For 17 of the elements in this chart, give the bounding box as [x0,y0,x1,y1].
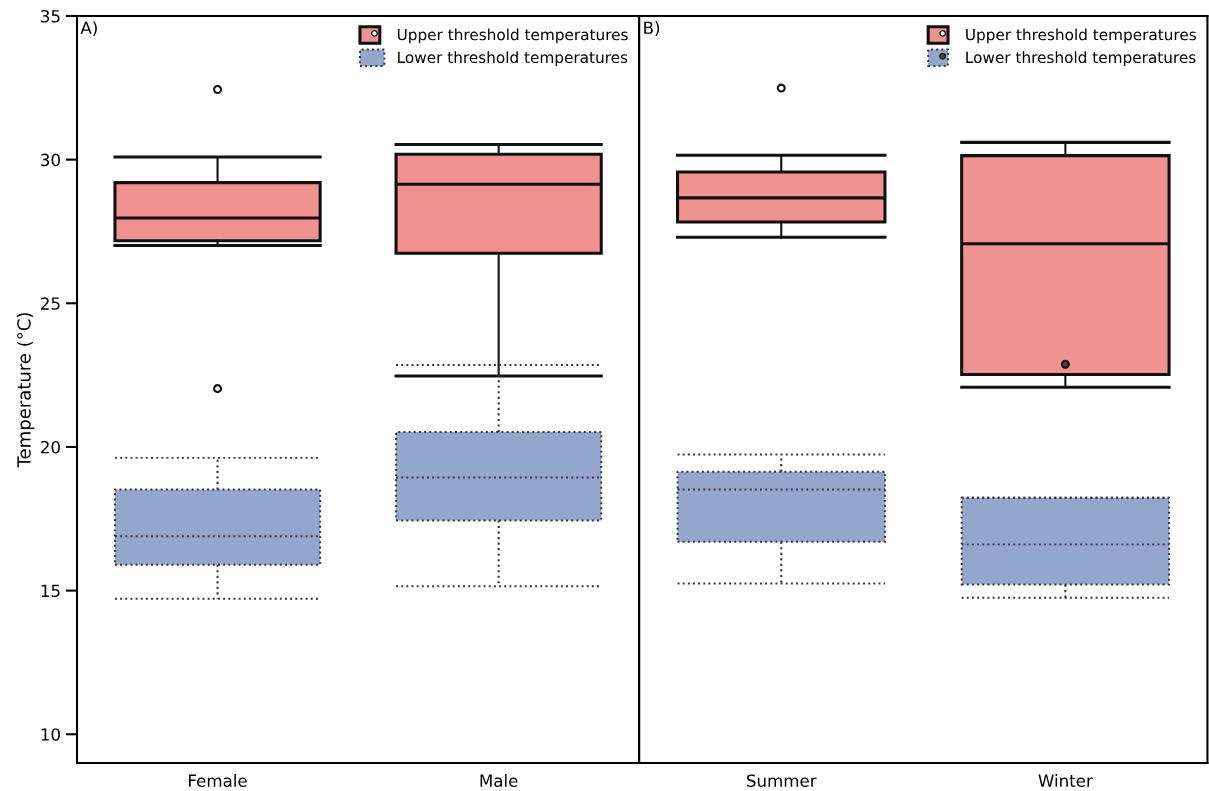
x-tick-label: Summer [747,774,817,788]
annotation: B) [644,21,660,37]
legend-label: Upper threshold temperatures [397,28,628,44]
y-tick-label: 10 [41,728,60,741]
legend-label: Lower threshold temperatures [398,51,628,67]
y-tick-label: 30 [41,153,60,167]
y-tick-label: 35 [41,9,60,23]
legend-label: Lower threshold temperatures [966,51,1196,67]
x-tick-label: Female [189,774,247,788]
y-tick-label: 25 [41,297,60,310]
legend-label: Upper threshold temperatures [966,28,1196,44]
x-tick-label: Winter [1038,774,1093,788]
y-axis-title: Temperature (°C) [16,313,35,468]
annotation: A) [80,21,97,37]
y-tick-label: 15 [41,584,60,598]
y-tick-label: 20 [41,440,60,454]
x-tick-label: Male [480,774,518,788]
